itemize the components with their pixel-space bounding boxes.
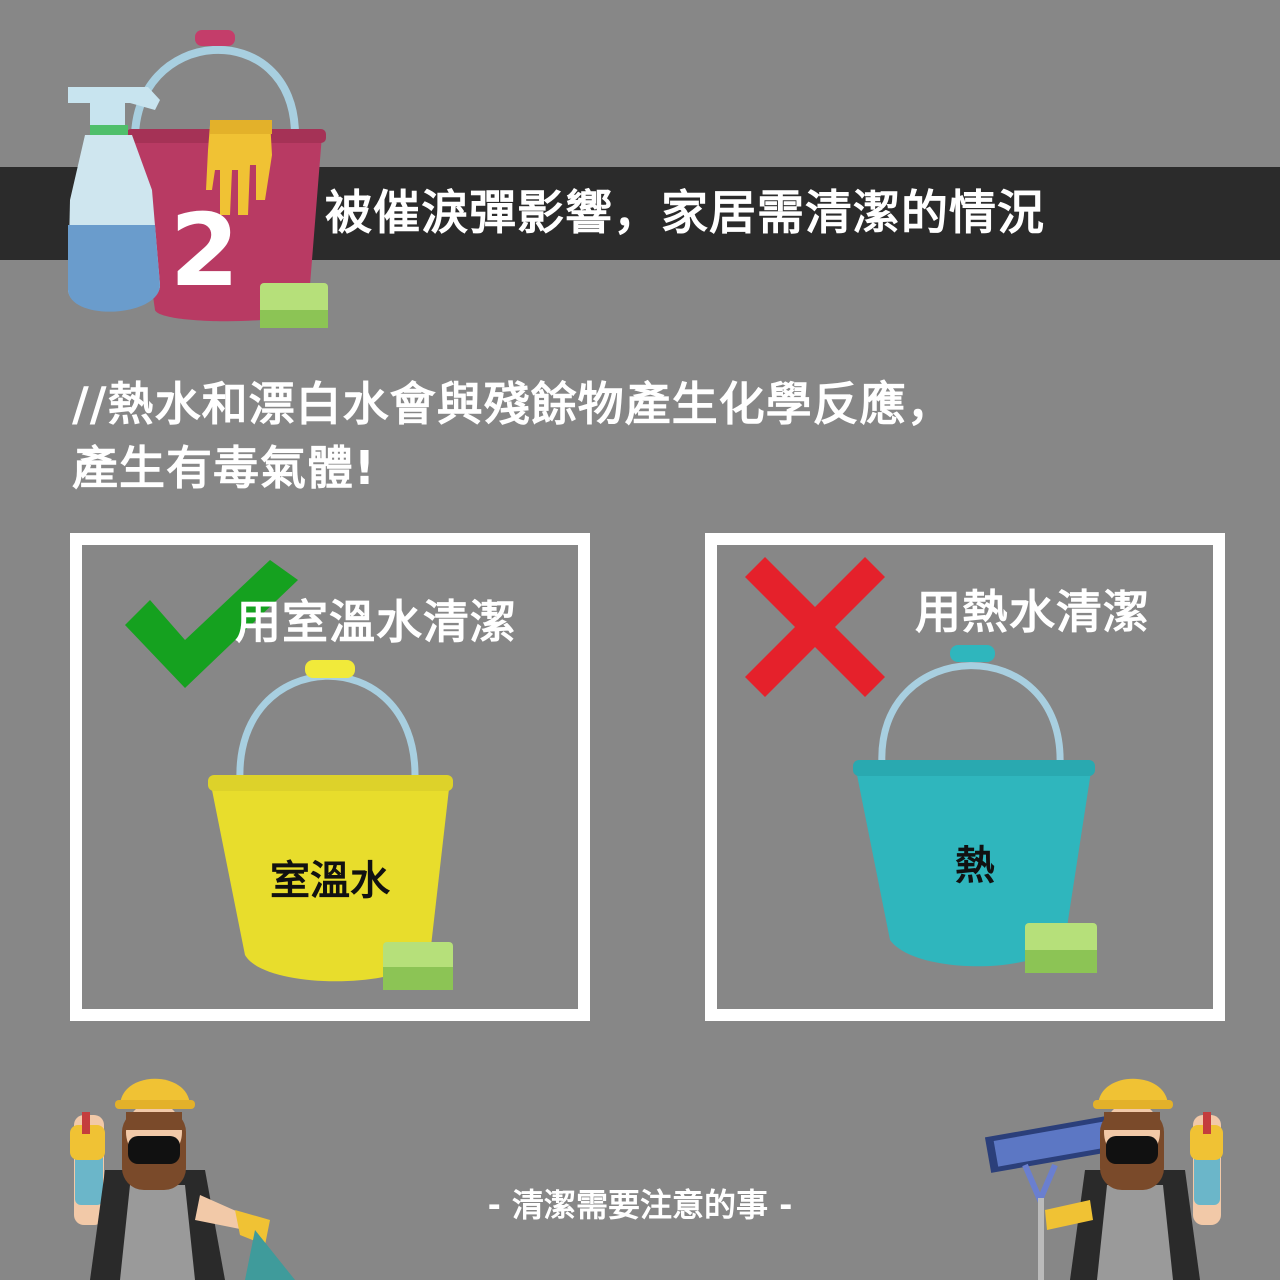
cleaner-with-spray-illustration [70,1078,295,1280]
bucket-hot-water-label: 熱 [955,843,995,889]
subtitle-line-2: 產生有毒氣體! [72,441,376,495]
panel-wrong [705,533,1225,1021]
cleaner-with-mop-illustration [985,1078,1223,1280]
label-correct: 用室溫水清潔 [235,595,517,649]
bucket-room-temperature-icon [208,660,453,990]
footer-caption: - 清潔需要注意的事 - [487,1186,793,1224]
bucket-hot-water-icon [853,645,1097,973]
step-number: 2 [169,192,240,309]
cross-icon [745,557,885,697]
label-wrong: 用熱水清潔 [915,585,1150,639]
cleaning-supplies-illustration [68,30,328,328]
check-icon [125,560,298,688]
page-title: 被催淚彈影響，家居需清潔的情況 [325,186,1045,241]
bucket-room-temperature-label: 室溫水 [270,858,390,904]
panel-correct [70,533,590,1021]
subtitle-line-1: //熱水和漂白水會與殘餘物產生化學反應， [72,377,954,431]
